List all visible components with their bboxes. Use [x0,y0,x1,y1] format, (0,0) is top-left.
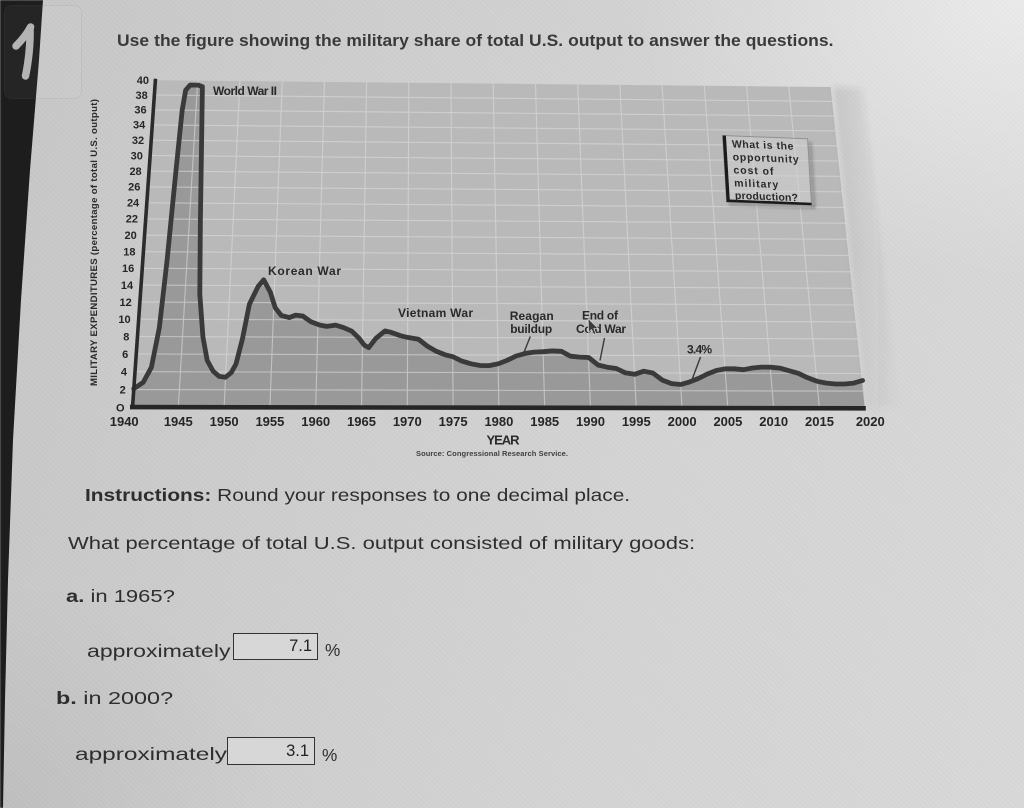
svg-text:22: 22 [126,214,138,226]
svg-text:32: 32 [132,135,144,147]
svg-text:1970: 1970 [393,414,422,429]
svg-text:14: 14 [121,280,134,292]
svg-text:End of: End of [582,309,619,323]
svg-text:Vietnam War: Vietnam War [398,306,473,320]
svg-text:2005: 2005 [713,414,742,429]
svg-text:34: 34 [133,120,146,132]
svg-text:30: 30 [131,150,143,162]
svg-text:20: 20 [125,230,137,242]
svg-text:Cold War: Cold War [576,322,626,336]
svg-text:1945: 1945 [164,414,193,429]
svg-text:26: 26 [128,182,140,194]
svg-text:O: O [116,402,125,414]
svg-text:Source: Congressional Research: Source: Congressional Research Service. [416,449,568,458]
svg-text:1990: 1990 [576,414,605,429]
svg-text:production?: production? [735,190,799,204]
svg-text:8: 8 [123,331,129,343]
svg-text:Korean War: Korean War [268,264,341,278]
svg-text:12: 12 [120,297,132,309]
svg-text:2000: 2000 [668,414,697,429]
svg-text:opportunity: opportunity [732,151,799,166]
svg-text:buildup: buildup [510,322,552,336]
svg-text:10: 10 [118,314,130,326]
svg-text:cost of: cost of [733,164,774,178]
svg-text:2020: 2020 [856,414,885,429]
svg-text:1995: 1995 [622,414,651,429]
svg-text:38: 38 [136,90,148,102]
svg-text:40: 40 [137,75,149,87]
svg-text:1985: 1985 [530,414,559,429]
svg-text:1960: 1960 [301,414,330,429]
svg-text:military: military [734,177,779,191]
svg-text:2: 2 [120,384,126,396]
svg-text:Reagan: Reagan [510,309,554,323]
svg-text:1955: 1955 [255,414,284,429]
svg-text:MILITARY EXPENDITURES (percent: MILITARY EXPENDITURES (percentage of tot… [89,99,100,386]
svg-text:1940: 1940 [110,414,139,429]
svg-text:18: 18 [123,247,135,259]
svg-text:24: 24 [127,198,140,210]
svg-text:4: 4 [121,367,128,379]
svg-text:3.4%: 3.4% [687,343,712,357]
svg-text:6: 6 [122,349,128,361]
svg-text:16: 16 [122,263,134,275]
svg-text:World War II: World War II [213,84,277,98]
svg-text:28: 28 [129,166,141,178]
svg-text:YEAR: YEAR [487,433,521,448]
svg-text:1980: 1980 [484,414,513,429]
svg-text:1965: 1965 [347,414,376,429]
svg-text:1950: 1950 [210,414,239,429]
svg-text:36: 36 [134,105,146,117]
svg-text:2010: 2010 [759,414,788,429]
svg-text:1975: 1975 [439,414,468,429]
svg-text:2015: 2015 [805,414,834,429]
svg-text:What is the: What is the [732,138,794,152]
